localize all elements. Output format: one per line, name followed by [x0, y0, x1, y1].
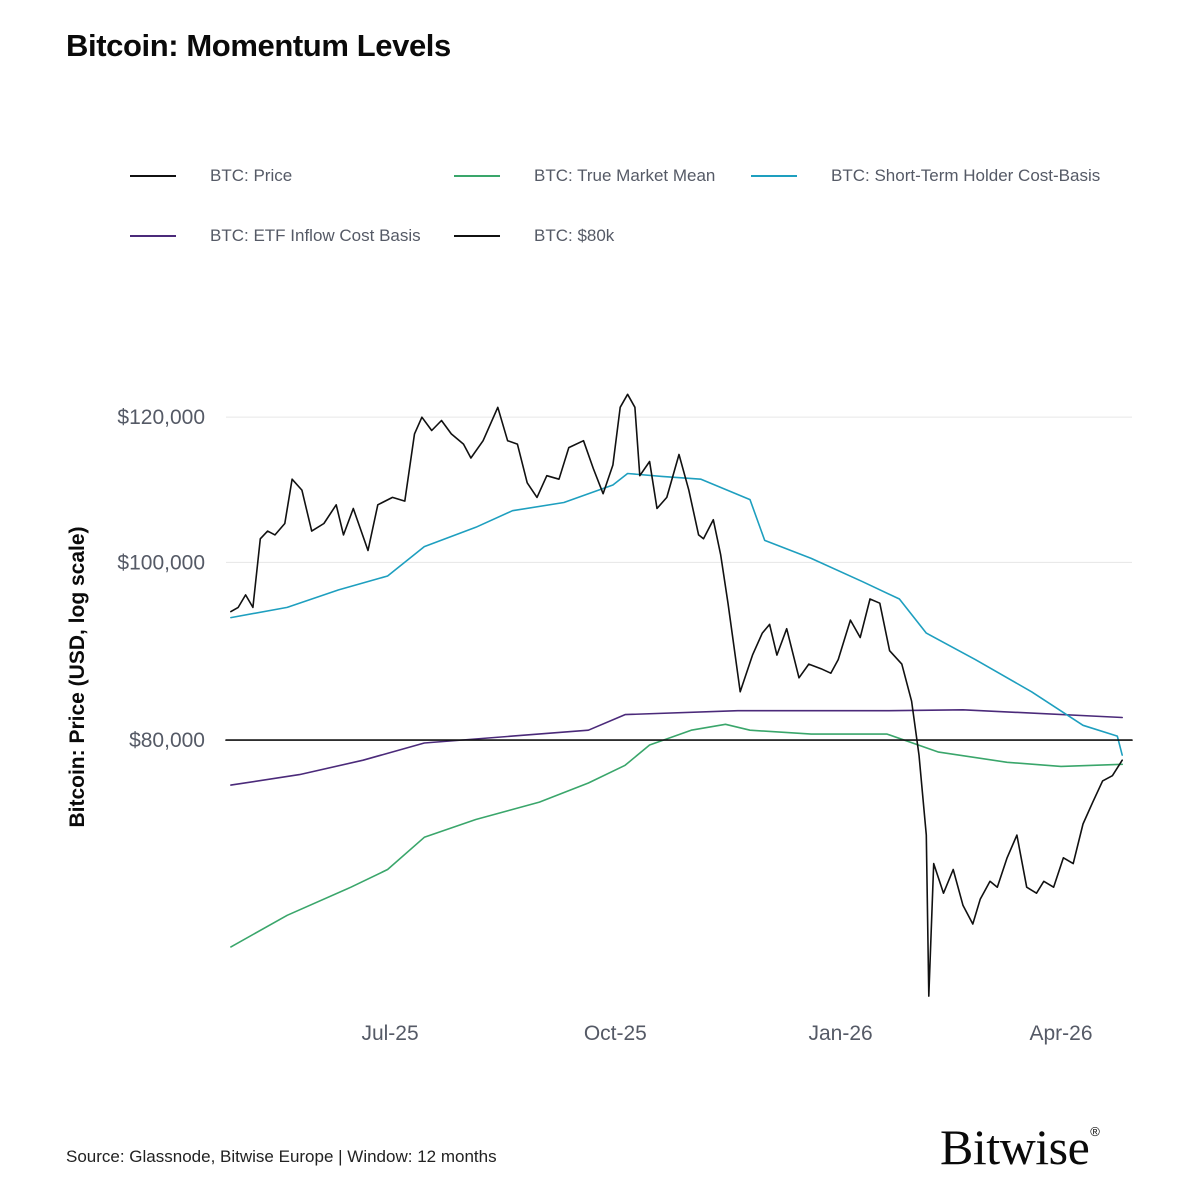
- series-line-tmm: [230, 723, 1123, 948]
- legend-swatch-true-market-mean: [454, 175, 500, 177]
- series-line-sth: [230, 472, 1123, 756]
- legend-swatch-sth-cost-basis: [751, 175, 797, 177]
- legend-label-sth-cost-basis: BTC: Short-Term Holder Cost-Basis: [831, 166, 1101, 185]
- legend-swatch-price: [130, 175, 176, 177]
- x-tick-label: Oct-25: [584, 1022, 647, 1045]
- chart-title: Bitcoin: Momentum Levels: [66, 28, 451, 63]
- legend-item-80k: BTC: $80k: [454, 226, 614, 246]
- source-note: Source: Glassnode, Bitwise Europe | Wind…: [66, 1147, 497, 1166]
- registered-mark: ®: [1090, 1124, 1100, 1139]
- legend-label-etf-cost-basis: BTC: ETF Inflow Cost Basis: [210, 226, 421, 245]
- chart-legend: BTC: Price BTC: True Market Mean BTC: Sh…: [0, 0, 1200, 300]
- x-tick-label: Apr-26: [1029, 1022, 1092, 1045]
- y-tick-label: $100,000: [117, 551, 205, 574]
- series-line-price: [230, 393, 1123, 997]
- legend-item-etf-cost-basis: BTC: ETF Inflow Cost Basis: [130, 226, 421, 246]
- legend-item-sth-cost-basis: BTC: Short-Term Holder Cost-Basis: [751, 166, 1100, 186]
- legend-label-80k: BTC: $80k: [534, 226, 615, 245]
- legend-swatch-etf-cost-basis: [130, 235, 176, 237]
- x-tick-label: Jan-26: [809, 1022, 873, 1045]
- series-line-etf: [230, 709, 1123, 786]
- x-tick-label: Jul-25: [361, 1022, 418, 1045]
- y-axis-label: Bitcoin: Price (USD, log scale): [66, 526, 89, 827]
- bitwise-logo: Bitwise®: [940, 1118, 1100, 1176]
- legend-swatch-80k: [454, 235, 500, 237]
- y-tick-label: $80,000: [129, 729, 205, 752]
- legend-item-true-market-mean: BTC: True Market Mean: [454, 166, 715, 186]
- y-tick-label: $120,000: [117, 406, 205, 429]
- legend-label-true-market-mean: BTC: True Market Mean: [534, 166, 716, 185]
- logo-wordmark: Bitwise: [940, 1119, 1090, 1175]
- legend-item-price: BTC: Price: [130, 166, 292, 186]
- legend-label-price: BTC: Price: [210, 166, 293, 185]
